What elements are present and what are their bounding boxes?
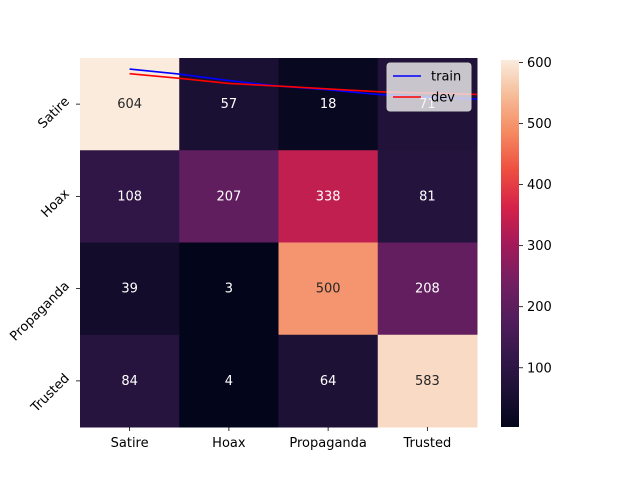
cell-value-label: 338: [316, 189, 341, 204]
cell-value-labels: 6045718711082073388139350020884464583: [117, 97, 440, 389]
heatmap-cell: [179, 150, 279, 243]
cell-value-label: 207: [216, 189, 241, 204]
legend-label-train: train: [431, 70, 461, 85]
colorbar: 100 200 300 400 500 600: [501, 56, 552, 427]
cell-value-label: 500: [316, 282, 341, 297]
heatmap-cell: [179, 58, 279, 151]
heatmap-cell: [278, 58, 379, 151]
colorbar-tick-label: 400: [527, 178, 552, 193]
y-tick-label: Trusted: [28, 371, 73, 416]
cell-value-label: 604: [117, 97, 142, 112]
cell-value-label: 64: [320, 374, 337, 389]
heatmap-cell: [80, 334, 180, 428]
cell-value-label: 3: [225, 282, 233, 297]
cell-value-label: 108: [117, 189, 142, 204]
legend-label-dev: dev: [431, 91, 455, 106]
cell-value-label: 39: [121, 282, 138, 297]
colorbar-tick-label: 300: [527, 239, 552, 254]
colorbar-tick-label: 500: [527, 117, 552, 132]
colorbar-scale: [501, 60, 519, 427]
heatmap-cell: [278, 334, 379, 428]
colorbar-tick-label: 100: [527, 361, 552, 376]
cell-value-label: 4: [225, 374, 233, 389]
y-tick-label: Propaganda: [7, 279, 72, 344]
x-tick-label: Trusted: [403, 436, 452, 451]
cell-value-label: 18: [320, 97, 337, 112]
legend: train dev: [386, 62, 472, 112]
cell-value-label: 583: [415, 374, 440, 389]
x-tick-label: Propaganda: [289, 436, 367, 451]
cell-value-label: 84: [121, 374, 138, 389]
y-axis: Satire Hoax Propaganda Trusted: [7, 94, 80, 416]
x-tick-label: Hoax: [212, 436, 246, 451]
cell-value-label: 208: [415, 282, 440, 297]
colorbar-tick-label: 600: [527, 56, 552, 71]
y-tick-label: Satire: [35, 94, 72, 131]
cell-value-label: 57: [221, 97, 238, 112]
x-axis: Satire Hoax Propaganda Trusted: [111, 427, 452, 451]
heatmap-cell: [377, 334, 478, 428]
x-tick-label: Satire: [111, 436, 149, 451]
heatmap-cell: [80, 242, 180, 336]
heatmap-cell: [377, 150, 478, 243]
heatmap-cell: [278, 150, 379, 243]
colorbar-tick-label: 200: [527, 300, 552, 315]
heatmap-cell: [377, 242, 478, 336]
cell-value-label: 81: [419, 189, 436, 204]
heatmap-cell: [179, 334, 279, 428]
heatmap-cell: [80, 150, 180, 243]
heatmap-cell: [179, 242, 279, 336]
heatmap-cell: [278, 242, 379, 336]
legend-box: [386, 62, 472, 112]
heatmap-cells: [80, 58, 478, 428]
y-tick-label: Hoax: [39, 186, 73, 220]
